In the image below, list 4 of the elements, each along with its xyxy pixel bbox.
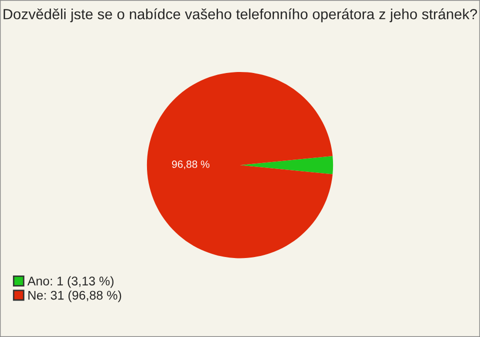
legend-label: Ne: 31 (96,88 %) (28, 290, 122, 302)
data-label: 96,88 % (172, 160, 210, 170)
chart-title: Dozvěděli jste se o nabídce vašeho telefonního operátora z jeho stránek? (4, 8, 478, 22)
legend-label: Ano: 1 (3,13 %) (27, 276, 114, 288)
